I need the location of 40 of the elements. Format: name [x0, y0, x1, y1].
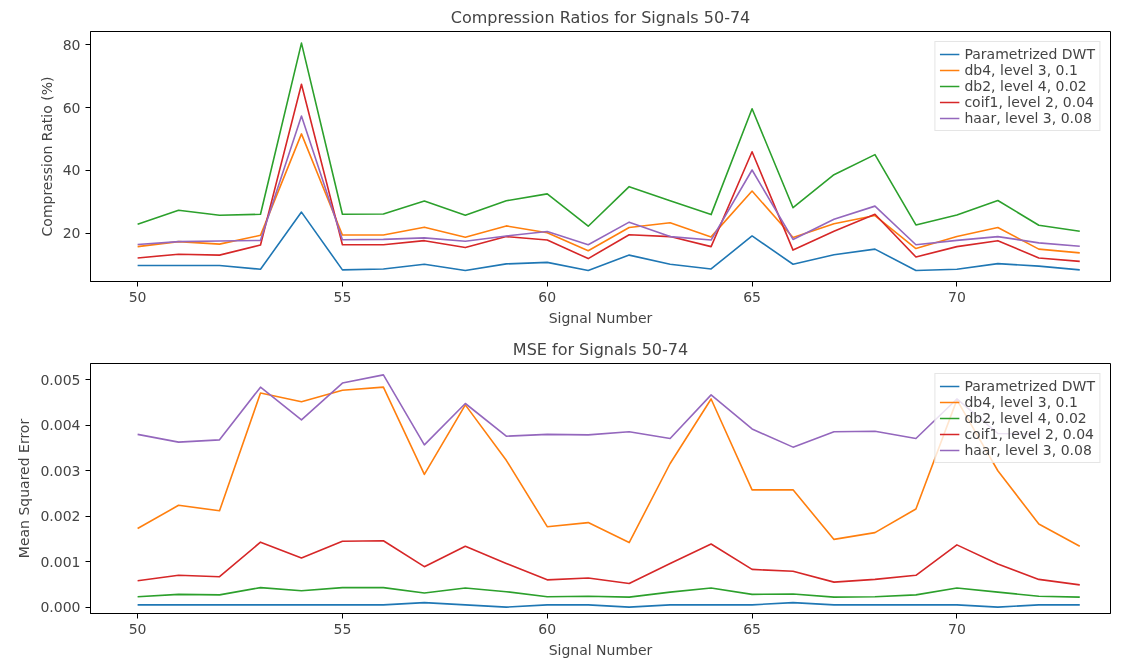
x-tick-label: 55 — [333, 620, 352, 637]
y-tick-label: 0.005 — [40, 371, 81, 388]
y-tick-label: 60 — [62, 99, 81, 116]
y-tick-label: 40 — [62, 162, 81, 179]
y-tick-label: 20 — [62, 225, 81, 242]
x-tick-label: 70 — [947, 620, 966, 637]
y-tick-label: 0.001 — [40, 553, 81, 570]
legend-label: coif1, level 2, 0.04 — [964, 94, 1095, 110]
line-series — [136, 586, 1081, 598]
line-series — [136, 539, 1081, 586]
y-tick-label: 0.000 — [40, 599, 81, 616]
y-axis-title: Mean Squared Error — [16, 418, 33, 559]
legend-label: Parametrized DWT — [964, 378, 1095, 394]
x-tick-label: 65 — [743, 288, 761, 305]
x-axis-title: Signal Number — [548, 309, 653, 326]
y-tick-label: 0.002 — [40, 508, 81, 525]
y-tick-label: 0.004 — [40, 417, 81, 434]
legend-label: db2, level 4, 0.02 — [964, 78, 1087, 94]
x-tick-label: 50 — [128, 620, 147, 637]
legend-label: db4, level 3, 0.1 — [964, 394, 1078, 410]
legend-label: db2, level 4, 0.02 — [964, 410, 1087, 426]
y-tick-label: 80 — [62, 36, 81, 53]
x-tick-label: 65 — [743, 620, 761, 637]
chart-title: MSE for Signals 50-74 — [512, 339, 689, 359]
legend-label: coif1, level 2, 0.04 — [964, 426, 1095, 442]
line-series — [136, 133, 1081, 254]
legend-label: haar, level 3, 0.08 — [964, 442, 1092, 458]
x-tick-label: 70 — [947, 288, 966, 305]
legend-label: Parametrized DWT — [964, 46, 1095, 62]
x-tick-label: 50 — [128, 288, 147, 305]
x-tick-label: 55 — [333, 288, 352, 305]
chart-title: Compression Ratios for Signals 50-74 — [450, 7, 751, 27]
x-tick-label: 60 — [538, 288, 557, 305]
x-axis-title: Signal Number — [548, 641, 653, 658]
y-axis-title: Compression Ratio (%) — [38, 76, 55, 237]
x-tick-label: 60 — [538, 620, 557, 637]
line-series — [136, 211, 1081, 272]
y-tick-label: 0.003 — [40, 462, 81, 479]
legend-label: db4, level 3, 0.1 — [964, 62, 1078, 78]
legend-label: haar, level 3, 0.08 — [964, 110, 1092, 126]
